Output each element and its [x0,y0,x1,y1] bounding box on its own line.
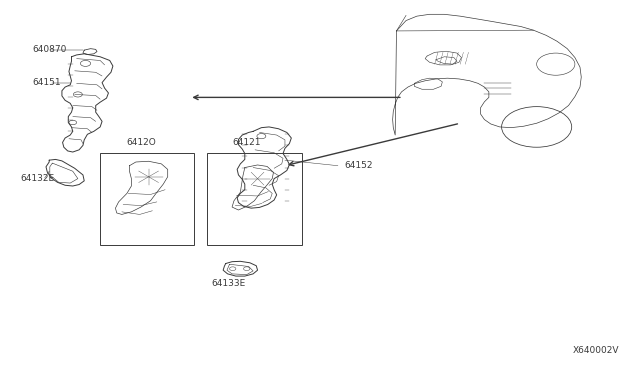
Text: 64121: 64121 [232,138,261,147]
Text: 6412O: 6412O [127,138,156,147]
Text: 64152: 64152 [344,161,372,170]
Text: 640870: 640870 [32,45,67,54]
Bar [207,153,301,245]
Text: 64151: 64151 [32,78,61,87]
Bar [100,153,195,245]
Text: 64132E: 64132E [20,174,54,183]
Text: X640002V: X640002V [573,346,620,355]
Text: 64133E: 64133E [212,279,246,288]
